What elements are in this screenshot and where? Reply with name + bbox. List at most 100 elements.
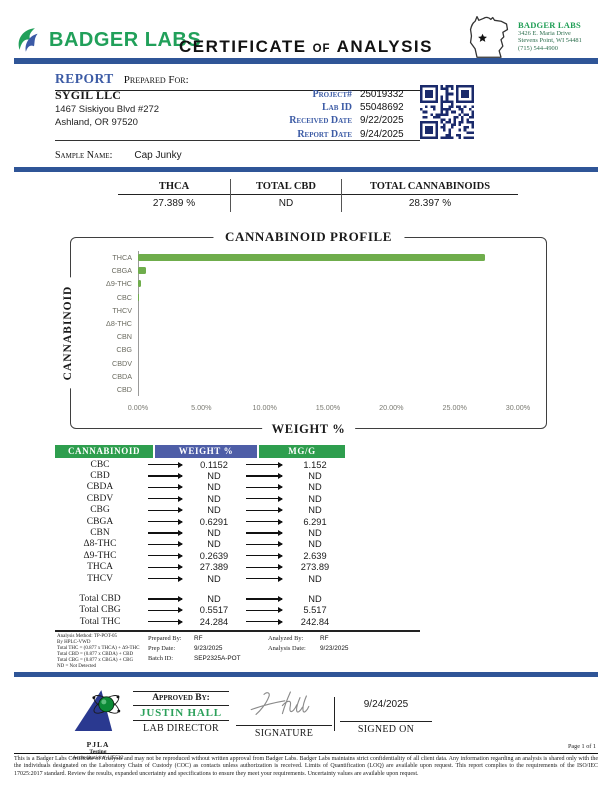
analyzed-by-value: RF: [320, 635, 329, 642]
cannabinoid-name: CBN: [90, 528, 110, 539]
chart-category-label: CBG: [116, 345, 132, 355]
cannabinoid-name: Total THC: [79, 616, 121, 627]
chart-tick-label: 20.00%: [379, 403, 404, 412]
analysis-note-line: Total THC = (0.877 x THCA) + Δ9-THC: [57, 645, 140, 651]
chart-category-label: CBN: [116, 332, 132, 342]
field-row-received: Received Date 9/22/2025: [230, 114, 420, 127]
prepared-for-label: Prepared For:: [123, 74, 189, 86]
results-table-row: CBG ND ND: [55, 505, 345, 516]
chart-bar-row: CBGA: [87, 264, 518, 277]
analysis-note-line: By HPLC-VWD: [57, 639, 91, 645]
chart-bar-track: [138, 383, 518, 396]
chart-bar: [138, 267, 146, 275]
approved-by-block: Approved By: JUSTIN HALL LAB DIRECTOR: [133, 691, 229, 736]
client-block: SYGIL LLC 1467 Siskiyou Blvd #272 Ashlan…: [55, 88, 159, 129]
pjla-accreditation-number: Accreditation# 115522: [72, 755, 124, 762]
mg-per-g-value: 2.639: [303, 550, 327, 561]
chart-category-label: CBD: [116, 384, 132, 394]
summary-total-value: 28.397 %: [408, 198, 452, 209]
results-table-row: THCV ND ND: [55, 573, 345, 584]
mg-per-g-value: ND: [308, 471, 322, 482]
chart-y-axis-label: CANNABINOID: [62, 277, 74, 389]
badger-labs-logo: BADGER LABS: [16, 26, 201, 54]
chart-category-label: Δ8-THC: [106, 319, 132, 329]
arrow-icon: [148, 575, 183, 583]
arrow-icon: [148, 595, 183, 603]
header-divider-bar: [14, 58, 598, 64]
prep-info-block: Prepared By: RF Prep Date: 9/23/2025 Bat…: [148, 634, 241, 664]
results-table-row: CBDV ND ND: [55, 493, 345, 504]
summary-table: THCA 27.389 % TOTAL CBD ND TOTAL CANNABI…: [118, 179, 518, 212]
summary-col-total: TOTAL CANNABINOIDS 28.397 %: [342, 179, 518, 212]
summary-cbd-header: TOTAL CBD: [231, 179, 341, 195]
weight-percent-value: 0.2639: [199, 550, 229, 561]
arrow-icon: [148, 518, 183, 526]
arrow-icon: [246, 552, 283, 560]
sample-name-value: Cap Junky: [134, 150, 182, 161]
analysis-note-line: Analysis Method: TP-POT-05: [57, 634, 118, 639]
mg-per-g-value: 5.517: [303, 605, 327, 616]
arrow-icon: [148, 495, 183, 503]
cannabinoid-name: Total CBD: [79, 593, 121, 604]
sample-name-label: Sample Name:: [55, 150, 113, 161]
prepared-by-value: RF: [194, 635, 203, 642]
chart-axis-line: [138, 251, 139, 396]
chart-title: CANNABINOID PROFILE: [212, 229, 405, 245]
summary-cbd-value: ND: [278, 198, 294, 209]
cannabinoid-name: THCA: [87, 562, 113, 573]
mg-per-g-value: 6.291: [303, 516, 327, 527]
weight-percent-value: ND: [207, 471, 221, 482]
results-header-mgg: MG/G: [259, 445, 345, 458]
chart-plot-area: THCA CBGA Δ9-THC CBC THCV Δ8-THC CBN CBG CBDV CBD…: [87, 251, 518, 396]
cannabinoid-name: Total CBG: [79, 605, 121, 616]
weight-percent-value: ND: [207, 505, 221, 516]
signature-block: SIGNATURE: [236, 688, 332, 741]
disclaimer-text: This is a Badger Labs Certificate of Ana…: [14, 753, 598, 778]
lab-address-line2: Stevens Point, WI 54481: [518, 37, 582, 45]
lab-address-line1: 3426 E. Maria Drive: [518, 29, 571, 37]
lab-director-title: LAB DIRECTOR: [143, 723, 219, 734]
report-label: REPORT: [55, 71, 114, 86]
chart-bar-row: THCV: [87, 304, 518, 317]
mg-per-g-value: 1.152: [303, 459, 327, 470]
signed-on-rule: [340, 721, 432, 722]
signature-rule: [236, 725, 332, 726]
client-address-line2: Ashland, OR 97520: [55, 117, 138, 128]
analysis-date-row: Analysis Date: 9/23/2025: [268, 644, 348, 654]
weight-percent-value: 0.6291: [199, 516, 229, 527]
signed-on-block: 9/24/2025 SIGNED ON: [340, 688, 432, 737]
chart-bar-row: THCA: [87, 251, 518, 264]
table-spacer: [55, 584, 345, 593]
results-header-weight: WEIGHT %: [155, 445, 257, 458]
arrow-icon: [148, 563, 183, 571]
batch-id-value: SEP2325A-POT: [194, 655, 241, 662]
arrow-icon: [246, 506, 283, 514]
results-table-row: CBD ND ND: [55, 470, 345, 481]
chart-bar-track: [138, 370, 518, 383]
summary-col-thca: THCA 27.389 %: [118, 179, 230, 212]
chart-category-label: Δ9-THC: [106, 279, 132, 289]
results-table-row: CBN ND ND: [55, 527, 345, 538]
signed-on-label: SIGNED ON: [357, 724, 415, 735]
labid-value: 55048692: [360, 102, 404, 114]
chart-bar: [138, 254, 485, 262]
chart-bar: [138, 293, 140, 301]
qr-code: [420, 85, 474, 139]
arrow-icon: [246, 575, 283, 583]
weight-percent-value: ND: [207, 528, 221, 539]
analyzed-by-row: Analyzed By: RF: [268, 634, 348, 644]
sample-name-row: Sample Name: Cap Junky: [55, 140, 420, 163]
signature-handwriting: [250, 691, 310, 715]
prep-date-label: Prep Date:: [148, 645, 176, 652]
chart-tick-label: 25.00%: [442, 403, 467, 412]
lab-phone: (715) 544-4900: [518, 44, 558, 52]
client-address-line1: 1467 Siskiyou Blvd #272: [55, 104, 160, 115]
mg-per-g-value: ND: [308, 493, 322, 504]
report-date-label: Report Date: [297, 128, 352, 140]
field-row-labid: Lab ID 55048692: [230, 101, 420, 114]
cannabinoid-name: Δ8-THC: [83, 539, 117, 550]
analysis-note-line: Total CBG = (0.877 x CBGA) + CBG: [57, 657, 134, 663]
chart-category-label: THCA: [112, 253, 132, 263]
results-table-header: CANNABINOID WEIGHT % MG/G: [55, 445, 345, 458]
analysis-date-value: 9/23/2025: [320, 645, 349, 652]
